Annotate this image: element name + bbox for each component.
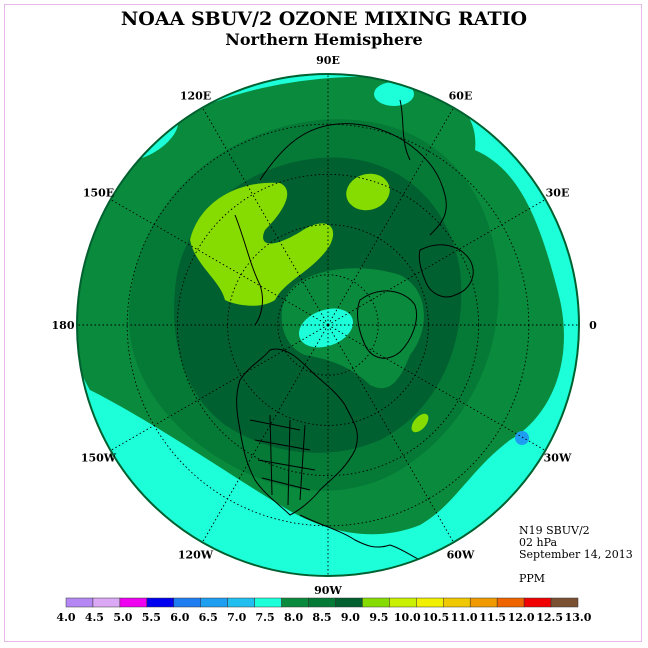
- colorbar-tick-label: 11.5: [479, 611, 506, 624]
- colorbar-swatch: [173, 597, 201, 608]
- longitude-label: 180: [52, 319, 75, 332]
- latitude-circle: [277, 274, 379, 376]
- colorbar-swatch: [254, 597, 282, 608]
- colorbar-tick-label: 7.0: [227, 611, 246, 624]
- colorbar-swatch: [335, 597, 363, 608]
- map-title: NOAA SBUV/2 OZONE MIXING RATIO: [120, 8, 528, 30]
- meridian-line: [327, 107, 454, 326]
- colorbar-tick-label: 8.5: [312, 611, 331, 624]
- longitude-label: 30E: [546, 187, 570, 200]
- map-subtitle: Northern Hemisphere: [225, 30, 423, 49]
- latitude-circle: [176, 173, 480, 477]
- meridian-line: [202, 324, 329, 543]
- colorbar-tick-label: 13.0: [565, 611, 592, 624]
- longitude-label: 0: [589, 319, 597, 332]
- longitude-label: 90W: [314, 584, 342, 597]
- longitude-label: 150E: [83, 187, 114, 200]
- colorbar-swatch: [443, 597, 471, 608]
- coastlines: [234, 99, 474, 561]
- colorbar: 4.0 4.5 5.0 5.5 6.0 6.5 7.0 7.5 8.0 8.5 9.0 9.5 10.0…: [56, 597, 592, 624]
- colorbar-tick-label: 9.5: [369, 611, 388, 624]
- colorbar-swatch: [146, 597, 175, 608]
- map-boundary: [76, 73, 580, 577]
- graticule: [77, 74, 579, 576]
- colorbar-tick-label: 5.0: [113, 611, 132, 624]
- colorbar-swatch: [469, 597, 498, 608]
- ozone-field: [77, 74, 579, 576]
- colorbar-tick-label: 10.5: [422, 611, 449, 624]
- meridian-line: [327, 324, 546, 451]
- colorbar-swatch: [227, 597, 255, 608]
- pressure-level-label: 02 hPa: [519, 536, 558, 549]
- colorbar-tick-label: 8.0: [284, 611, 303, 624]
- units-label: PPM: [519, 572, 546, 585]
- meridian-line: [202, 107, 329, 326]
- info-block: N19 SBUV/2 02 hPa September 14, 2013 PPM: [519, 525, 633, 585]
- colorbar-swatch: [496, 597, 525, 608]
- colorbar-swatch: [119, 597, 148, 608]
- meridian-line: [110, 199, 329, 326]
- colorbar-swatch: [281, 597, 309, 608]
- longitude-label: 30W: [544, 452, 572, 465]
- colorbar-tick-label: 9.0: [341, 611, 360, 624]
- contour-max-west: [190, 182, 334, 306]
- colorbar-swatch: [65, 597, 94, 608]
- meridian-line: [110, 324, 329, 451]
- contour-max-east: [411, 413, 429, 433]
- longitude-label: 60W: [447, 549, 475, 562]
- colorbar-swatch: [550, 597, 579, 608]
- colorbar-swatch: [389, 597, 417, 608]
- longitude-labels: 90E 60E 30E 0 30W 60W 90W 120W 150W 180 150E 120E: [52, 54, 598, 597]
- colorbar-tick-label: 5.5: [142, 611, 161, 624]
- colorbar-swatch: [416, 597, 444, 608]
- longitude-label: 60E: [449, 90, 473, 103]
- colorbar-tick-label: 11.0: [451, 611, 478, 624]
- colorbar-tick-label: 6.5: [199, 611, 218, 624]
- meridian-line: [327, 199, 546, 326]
- colorbar-swatch: [92, 597, 121, 608]
- date-label: September 14, 2013: [519, 548, 633, 561]
- colorbar-tick-label: 4.5: [85, 611, 104, 624]
- contour-patch-blue: [515, 431, 529, 445]
- longitude-label: 150W: [81, 452, 117, 465]
- colorbar-swatch: [308, 597, 336, 608]
- colorbar-tick-label: 12.5: [536, 611, 563, 624]
- instrument-label: N19 SBUV/2: [519, 524, 590, 537]
- meridian-line: [327, 324, 454, 543]
- colorbar-tick-label: 10.0: [394, 611, 421, 624]
- colorbar-swatch: [362, 597, 390, 608]
- longitude-label: 90E: [316, 54, 340, 67]
- contour-patch-north: [374, 82, 414, 106]
- colorbar-tick-label: 7.5: [256, 611, 275, 624]
- figure-frame: [4, 4, 642, 642]
- colorbar-tick-label: 4.0: [56, 611, 75, 624]
- colorbar-tick-label: 12.0: [508, 611, 535, 624]
- longitude-label: 120E: [180, 90, 211, 103]
- longitude-label: 120W: [178, 549, 214, 562]
- colorbar-swatch: [523, 597, 552, 608]
- colorbar-tick-label: 6.0: [170, 611, 189, 624]
- colorbar-swatch: [200, 597, 228, 608]
